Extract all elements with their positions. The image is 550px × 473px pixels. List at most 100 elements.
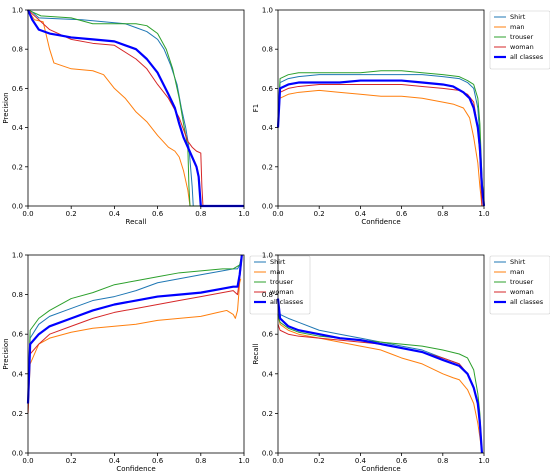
x-tick-label: 1.0 <box>238 457 249 465</box>
series-line-shirt <box>277 304 483 454</box>
legend-label: trouser <box>270 278 294 286</box>
series-line-all-classes <box>26 254 243 404</box>
x-axis-label: Confidence <box>361 465 400 473</box>
series-line-trouser <box>27 9 244 207</box>
series-line-shirt <box>277 74 485 207</box>
x-tick-label: 1.0 <box>238 210 249 218</box>
series-line-woman <box>277 83 483 207</box>
series-line-woman <box>27 258 243 414</box>
x-tick-label: 0.0 <box>272 210 283 218</box>
legend-label: woman <box>270 288 294 296</box>
y-tick-label: 0.8 <box>262 291 273 299</box>
series-line-all-classes <box>276 79 486 207</box>
x-tick-label: 0.6 <box>152 457 164 465</box>
x-tick-label: 0.4 <box>109 457 121 465</box>
y-tick-label: 0.8 <box>12 46 23 54</box>
x-tick-label: 0.6 <box>396 457 408 465</box>
series-line-man <box>27 278 242 414</box>
legend-label: all classes <box>510 298 544 306</box>
y-tick-label: 0.4 <box>262 124 274 132</box>
y-tick-label: 0.6 <box>262 331 274 339</box>
y-axis-label: Recall <box>252 344 260 365</box>
x-tick-label: 0.6 <box>152 210 164 218</box>
series-line-trouser <box>277 314 483 454</box>
x-tick-label: 0.8 <box>437 457 448 465</box>
plot-frame <box>277 9 485 207</box>
x-tick-label: 0.2 <box>66 457 77 465</box>
y-tick-label: 0.4 <box>262 370 274 378</box>
series-line-shirt <box>27 9 244 207</box>
series-line-trouser <box>27 254 243 394</box>
x-tick-label: 1.0 <box>478 457 489 465</box>
legend-label: man <box>270 268 284 276</box>
y-tick-label: 0.2 <box>262 410 273 418</box>
legend-label: trouser <box>510 278 534 286</box>
series-line-all-classes <box>276 298 484 454</box>
x-axis-label: Recall <box>126 218 147 226</box>
chart-rc: 0.0 0.2 0.4 0.6 0.8 1.0 0.0 0.2 0.4 0.6 0.8 1.0 Conf… <box>252 252 550 473</box>
chart-pc: 0.0 0.2 0.4 0.6 0.8 1.0 0.0 0.2 0.4 0.6 0.8 1.0 Conf… <box>2 252 311 473</box>
x-axis-label: Confidence <box>116 465 155 473</box>
legend-label: Shirt <box>510 13 526 21</box>
plot-frame <box>277 254 485 454</box>
plot-frame <box>27 9 245 207</box>
series-line-man <box>277 314 483 454</box>
x-axis-label: Confidence <box>361 218 400 226</box>
y-tick-label: 1.0 <box>12 7 23 15</box>
x-tick-label: 1.0 <box>478 210 489 218</box>
y-tick-label: 0.6 <box>262 85 274 93</box>
y-tick-label: 0.0 <box>262 203 273 211</box>
x-tick-label: 0.2 <box>314 457 325 465</box>
legend-label: woman <box>510 43 534 51</box>
y-tick-label: 0.4 <box>12 124 24 132</box>
y-tick-label: 1.0 <box>12 252 23 260</box>
y-axis-label: F1 <box>252 104 260 112</box>
legend-label: woman <box>510 288 534 296</box>
y-tick-label: 0.2 <box>12 410 23 418</box>
legend-label: man <box>510 268 524 276</box>
x-tick-label: 0.2 <box>314 210 325 218</box>
legend-label: man <box>510 23 524 31</box>
legend-label: all classes <box>270 298 304 306</box>
chart-pr: 0.0 0.2 0.4 0.6 0.8 1.0 0.0 0.2 0.4 0.6 0.8 1.0 Reca… <box>2 7 250 227</box>
y-tick-label: 0.4 <box>12 370 24 378</box>
x-tick-label: 0.8 <box>195 457 206 465</box>
legend-box <box>489 255 550 315</box>
x-tick-label: 0.8 <box>437 210 448 218</box>
series-line-man <box>277 89 483 207</box>
y-tick-label: 0.6 <box>12 331 24 339</box>
x-tick-label: 0.2 <box>66 210 77 218</box>
y-axis-label: Precision <box>2 92 10 123</box>
plot-frame <box>27 254 245 454</box>
y-tick-label: 1.0 <box>262 252 273 260</box>
chart-f1: 0.0 0.2 0.4 0.6 0.8 1.0 0.0 0.2 0.4 0.6 0.8 1.0 Conf… <box>252 7 550 226</box>
series-line-man <box>27 9 191 207</box>
legend-label: Shirt <box>510 258 526 266</box>
y-tick-label: 0.0 <box>262 450 273 458</box>
y-tick-label: 1.0 <box>262 7 273 15</box>
legend-label: all classes <box>510 53 544 61</box>
legend-label: trouser <box>510 33 534 41</box>
y-tick-label: 0.0 <box>12 203 23 211</box>
y-tick-label: 0.2 <box>12 163 23 171</box>
x-tick-label: 0.4 <box>355 210 367 218</box>
x-tick-label: 0.0 <box>272 457 283 465</box>
series-line-all-classes <box>26 9 244 208</box>
x-tick-label: 0.0 <box>22 457 33 465</box>
y-tick-label: 0.2 <box>262 163 273 171</box>
x-tick-label: 0.8 <box>195 210 206 218</box>
y-tick-label: 0.0 <box>12 450 23 458</box>
x-tick-label: 0.0 <box>22 210 33 218</box>
y-tick-label: 0.8 <box>262 46 273 54</box>
series-line-shirt <box>27 254 243 394</box>
x-tick-label: 0.6 <box>396 210 408 218</box>
y-axis-label: Precision <box>2 338 10 369</box>
y-tick-label: 0.8 <box>12 291 23 299</box>
series-line-woman <box>27 9 204 207</box>
legend-box <box>489 10 550 70</box>
x-tick-label: 0.4 <box>355 457 367 465</box>
series-line-trouser <box>277 70 485 207</box>
y-tick-label: 0.6 <box>12 85 24 93</box>
x-tick-label: 0.4 <box>109 210 121 218</box>
